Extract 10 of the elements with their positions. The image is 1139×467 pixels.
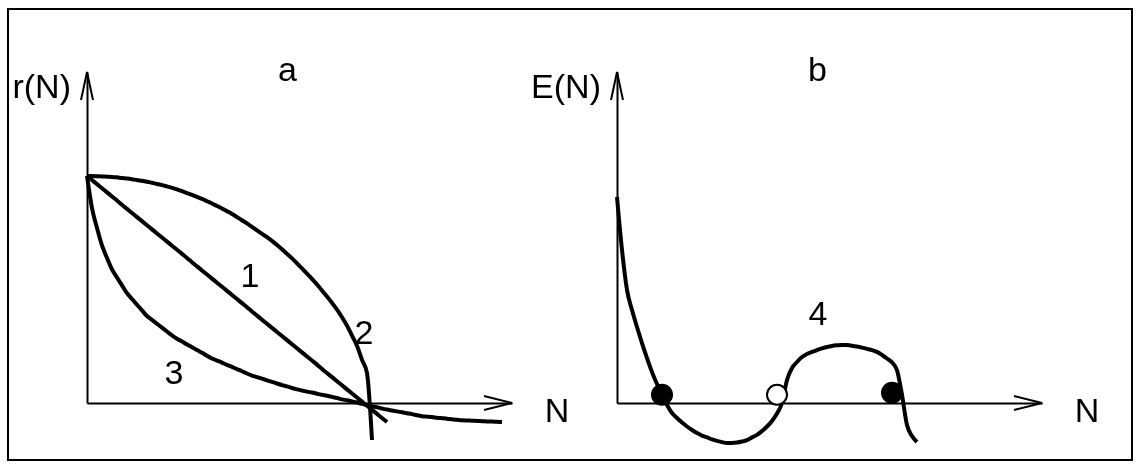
series-label: 1 (240, 255, 260, 294)
series-label: 4 (808, 294, 828, 333)
y-axis-title: E(N) (531, 67, 601, 105)
series-label: 2 (354, 312, 374, 351)
series-label: 3 (164, 352, 184, 391)
x-axis-title: N (544, 391, 570, 429)
y-axis-title: r(N) (12, 67, 71, 105)
chart-title: a (278, 50, 298, 88)
chart-title: b (808, 50, 827, 88)
x-axis-title: N (1074, 391, 1100, 429)
